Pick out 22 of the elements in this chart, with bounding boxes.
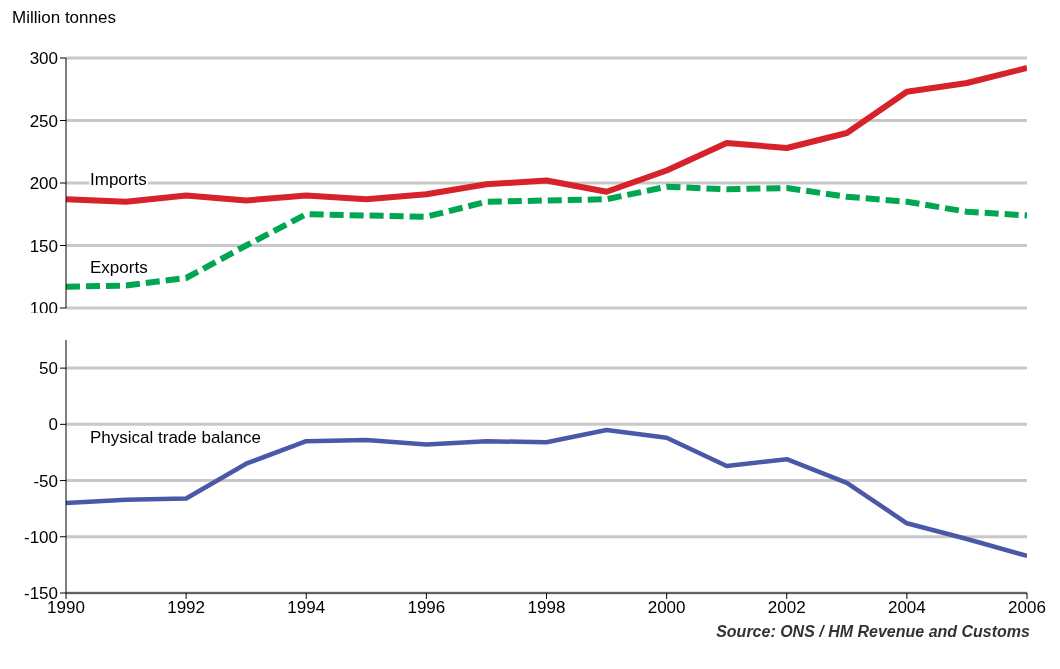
y-tick-label: 250 <box>29 111 58 131</box>
x-tick-label: 2004 <box>887 598 926 618</box>
x-tick-label: 2000 <box>647 598 686 618</box>
x-tick-label: 1998 <box>527 598 566 618</box>
series-label: Exports <box>90 257 148 277</box>
y-tick-label: -100 <box>23 527 58 547</box>
y-tick-label: -50 <box>33 471 58 491</box>
series-label: Imports <box>90 170 147 190</box>
y-tick-label: 50 <box>39 359 58 379</box>
y-tick-label: 150 <box>29 236 58 256</box>
series-label: Physical trade balance <box>90 428 262 448</box>
x-tick-label: 1992 <box>167 598 206 618</box>
source-note: Source: ONS / HM Revenue and Customs <box>715 623 1031 641</box>
x-tick-label: 1996 <box>407 598 446 618</box>
x-tick-label: 1994 <box>287 598 326 618</box>
x-tick-label: 2002 <box>767 598 806 618</box>
y-tick-label: 200 <box>29 174 58 194</box>
x-tick-label: 2006 <box>1008 598 1046 618</box>
y-tick-label: 0 <box>48 415 58 435</box>
y-tick-label: 300 <box>29 49 58 69</box>
line-series <box>66 427 1027 559</box>
y-axis-title: Million tonnes <box>11 8 117 29</box>
